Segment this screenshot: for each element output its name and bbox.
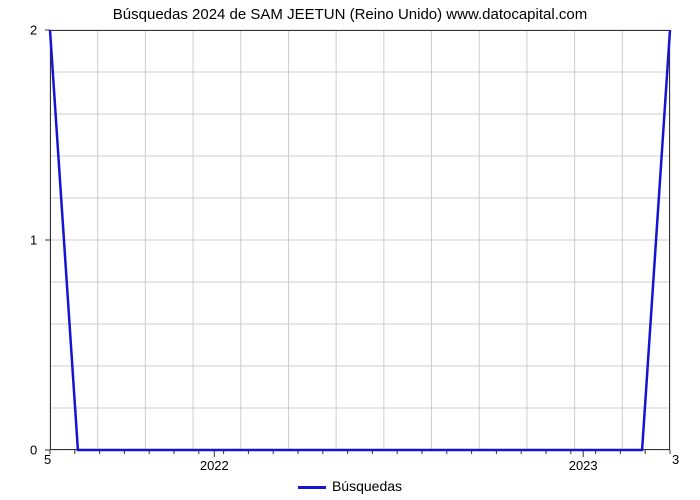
legend: Búsquedas — [0, 478, 700, 494]
chart-container: Búsquedas 2024 de SAM JEETUN (Reino Unid… — [0, 0, 700, 500]
corner-left: 5 — [44, 452, 51, 467]
legend-swatch — [298, 486, 326, 489]
x-tick-label: 2023 — [569, 458, 598, 473]
plot-area — [50, 30, 670, 450]
legend-label: Búsquedas — [332, 478, 402, 494]
y-tick-label: 0 — [30, 443, 37, 458]
chart-svg — [50, 30, 670, 450]
y-tick-label: 1 — [30, 233, 37, 248]
y-tick-label: 2 — [30, 23, 37, 38]
chart-title: Búsquedas 2024 de SAM JEETUN (Reino Unid… — [0, 6, 700, 23]
corner-right: 3 — [672, 452, 679, 467]
x-tick-label: 2022 — [200, 458, 229, 473]
